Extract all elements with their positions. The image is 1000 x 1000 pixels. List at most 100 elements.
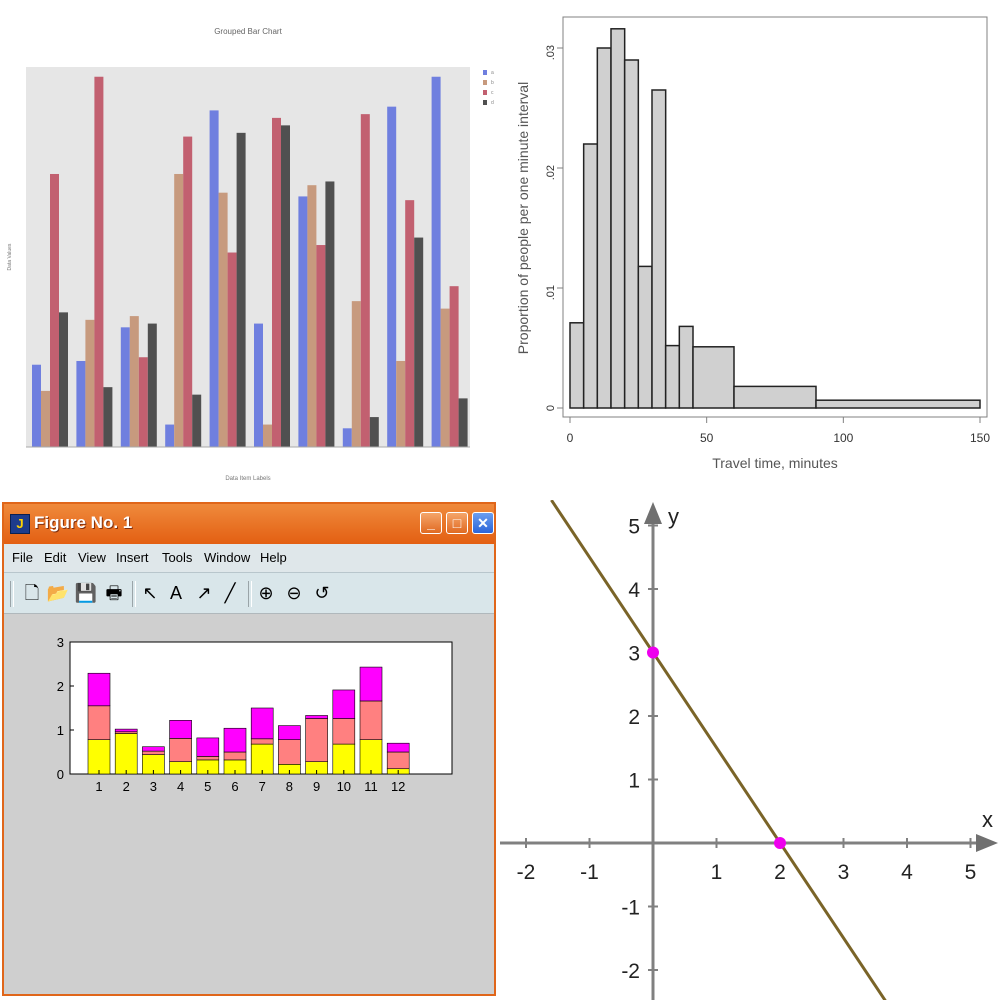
x-tick-label: 4 [901, 861, 913, 884]
chart-title: Grouped Bar Chart [214, 27, 282, 36]
histogram-bar [815, 399, 981, 409]
menu-help[interactable]: Help [260, 550, 287, 565]
bar [440, 308, 450, 447]
bar [405, 200, 415, 447]
figure-window: J Figure No. 1 _ □ ✕ File Edit View Inse… [2, 502, 496, 996]
toolbar-separator [248, 581, 252, 607]
menu-tools[interactable]: Tools [162, 550, 193, 565]
legend-swatch [483, 90, 487, 95]
bar [342, 428, 352, 447]
insert-text-icon[interactable]: A [169, 583, 182, 603]
x-tick-label: 3 [838, 861, 850, 884]
bar [431, 76, 441, 448]
minimize-button[interactable]: _ [420, 512, 442, 534]
rotate-icon[interactable]: ↺ [314, 583, 330, 603]
stacked-bar-segment [87, 672, 111, 707]
bar [351, 301, 361, 447]
close-button[interactable]: ✕ [472, 512, 494, 534]
bar [94, 76, 104, 448]
x-tick-label: 6 [231, 779, 238, 794]
y-tick-label: 0 [57, 767, 64, 782]
histogram-bar [678, 325, 694, 409]
zoom-out-icon[interactable]: ⊖ [286, 583, 302, 603]
y-tick-label: 3 [57, 635, 64, 650]
bar [103, 387, 113, 447]
x-tick-label: 5 [204, 779, 211, 794]
y-axis-arrow [644, 502, 662, 524]
bar [316, 245, 326, 447]
menu-insert[interactable]: Insert [116, 550, 149, 565]
stacked-bar-segment [114, 733, 138, 775]
window-title: Figure No. 1 [34, 513, 133, 532]
bar [387, 106, 397, 447]
bar [263, 424, 272, 447]
y-tick-label: 5 [628, 516, 640, 539]
bar [59, 312, 68, 447]
x-tick-label: 2 [774, 861, 786, 884]
open-folder-icon[interactable]: 📂 [46, 583, 70, 603]
histogram-bar [623, 59, 640, 409]
y-tick-label: 3 [628, 643, 640, 666]
stacked-bar-segment [169, 738, 192, 762]
save-icon[interactable]: 💾 [74, 583, 98, 603]
stacked-bar-segment [359, 666, 383, 702]
x-tick-label: 1 [95, 779, 102, 794]
bar [138, 357, 148, 447]
menu-view[interactable]: View [78, 550, 106, 565]
figure-canvas: 1 2 3 4 5 6 7 8 9 10 11 12 0 1 2 3 [4, 614, 494, 994]
print-icon[interactable]: 🖶 [105, 583, 123, 603]
stacked-bar-segment [250, 707, 274, 740]
new-file-icon[interactable]: 🗋 [24, 583, 40, 603]
legend-label: a [491, 70, 494, 76]
intercept-point [647, 646, 659, 659]
x-axis-label: Data Item Labels [225, 476, 270, 482]
y-tick-label: 2 [628, 706, 640, 729]
x-tick-label: 12 [391, 779, 405, 794]
x-tick-label: 11 [364, 779, 378, 794]
menu-file[interactable]: File [12, 550, 33, 565]
menu-window[interactable]: Window [204, 550, 251, 565]
x-tick-label: 7 [259, 779, 266, 794]
y-tick-label: -2 [621, 960, 640, 983]
bar [147, 323, 157, 447]
stacked-bar-segment [332, 689, 356, 719]
x-axis-arrow [976, 834, 998, 852]
menu-edit[interactable]: Edit [44, 550, 67, 565]
stacked-bar-segment [386, 751, 410, 770]
bar [192, 394, 202, 447]
arrow-pointer-icon[interactable]: ↖ [142, 583, 158, 603]
stacked-bar-segment [386, 742, 410, 753]
y-tick-label: 4 [628, 579, 640, 602]
x-tick-label: 2 [123, 779, 130, 794]
bar [120, 327, 130, 447]
bar [32, 364, 41, 447]
stacked-bar-segment [223, 727, 247, 753]
title-bar[interactable]: J Figure No. 1 _ □ ✕ [4, 504, 494, 544]
stacked-bar-segment [223, 751, 247, 761]
stacked-bar-segment [169, 720, 192, 739]
y-tick-label: 0 [545, 405, 557, 411]
stacked-bar-segment [278, 725, 301, 740]
x-tick-label: 3 [150, 779, 157, 794]
stacked-bar-segment [142, 746, 165, 752]
x-tick-label: -2 [517, 861, 536, 884]
insert-arrow-icon[interactable]: ↗ [196, 583, 212, 603]
toolbar-separator [10, 581, 14, 607]
legend-label: c [491, 90, 494, 96]
zoom-in-icon[interactable]: ⊕ [258, 583, 274, 603]
insert-line-icon[interactable]: ╱ [224, 583, 236, 603]
x-tick-label: 10 [337, 779, 351, 794]
x-tick-label: 5 [965, 861, 977, 884]
linear-function-graph: x y -2 -1 1 2 3 4 5 -2 -1 1 2 3 4 5 [500, 500, 998, 1000]
line-graph-panel: x y -2 -1 1 2 3 4 5 -2 -1 1 2 3 4 5 [500, 500, 1000, 1000]
bar [236, 132, 246, 447]
y-tick-label: 1 [628, 770, 640, 793]
bar [76, 360, 86, 447]
y-tick-label: 2 [57, 679, 64, 694]
bar [50, 173, 59, 448]
maximize-button[interactable]: □ [446, 512, 468, 534]
stacked-bar-segment [87, 705, 111, 740]
x-tick-label: 9 [313, 779, 320, 794]
y-tick-label: -1 [621, 897, 640, 920]
figure-window-panel: J Figure No. 1 _ □ ✕ File Edit View Inse… [0, 500, 500, 1000]
